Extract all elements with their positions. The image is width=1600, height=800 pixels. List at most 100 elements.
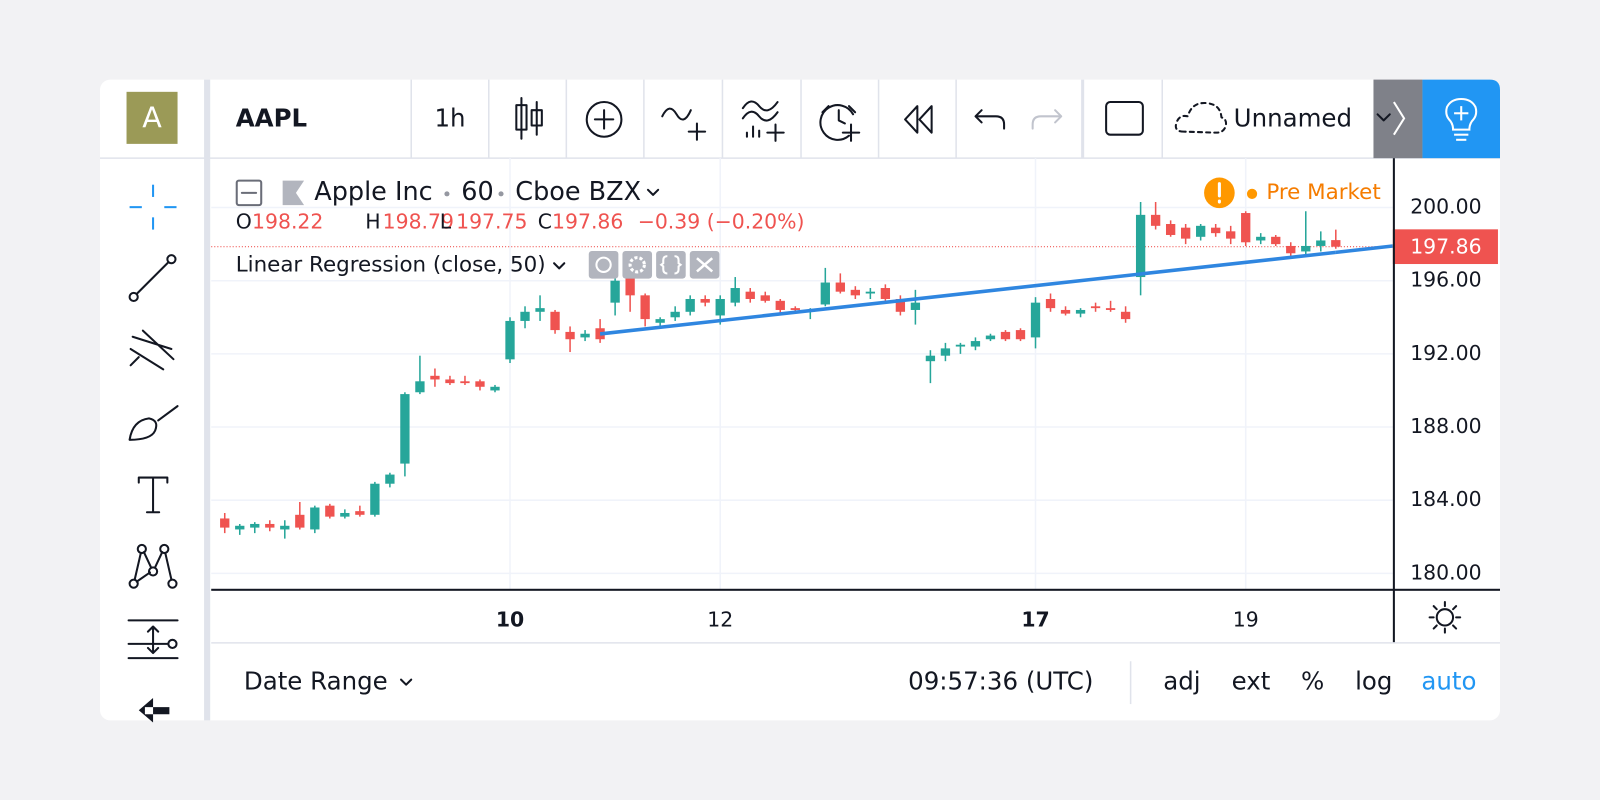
y-tick-label: 180.00 xyxy=(1410,560,1481,584)
interval: 60 xyxy=(461,177,493,207)
y-tick-label: 192.00 xyxy=(1410,341,1481,365)
scale-option[interactable]: log xyxy=(1355,667,1392,696)
candle-body xyxy=(835,282,845,292)
clock[interactable]: 09:57:36 (UTC) xyxy=(908,667,1093,696)
last-price-box xyxy=(1392,229,1498,265)
date-range-button[interactable]: Date Range xyxy=(244,667,413,696)
pitchfork-tool[interactable] xyxy=(129,329,175,371)
axis-settings-button[interactable] xyxy=(1428,601,1462,634)
candle-body xyxy=(220,518,230,528)
date-range-label: Date Range xyxy=(244,667,388,696)
logo-box xyxy=(126,91,178,144)
candle-body xyxy=(1301,245,1311,252)
interval-button[interactable]: 1h xyxy=(434,103,465,132)
flag-icon xyxy=(282,180,305,206)
collapse-tool[interactable] xyxy=(138,697,170,723)
y-tick-label: 188.00 xyxy=(1410,414,1481,438)
arrow-icon xyxy=(1393,101,1406,136)
compare-button[interactable] xyxy=(585,101,623,138)
price-axis-border xyxy=(1392,158,1395,643)
session-label: Pre Market xyxy=(1266,180,1380,205)
indicator-legend: Linear Regression (close, 50) xyxy=(236,251,720,279)
candle-body xyxy=(1331,240,1341,247)
templates-button[interactable] xyxy=(741,100,785,142)
chevron-icon xyxy=(1376,113,1391,122)
candle-body xyxy=(580,333,590,338)
text-tool[interactable] xyxy=(137,476,169,514)
alert-button[interactable] xyxy=(819,104,861,142)
candle-body xyxy=(1060,309,1071,314)
logo-letter: A xyxy=(142,100,162,134)
candle-body xyxy=(895,298,906,312)
ohlc-label: H xyxy=(365,209,380,233)
chevron-icon xyxy=(646,188,660,196)
more-button[interactable] xyxy=(1373,79,1423,159)
candle-body xyxy=(880,288,891,299)
candle-body xyxy=(295,514,305,528)
scale-option[interactable]: % xyxy=(1301,667,1324,696)
candle-body xyxy=(445,379,455,384)
indicators-button[interactable] xyxy=(661,107,707,141)
x-tick-label: 17 xyxy=(1021,607,1049,631)
candle-body xyxy=(745,291,755,299)
series-legend: Apple Inc 60 Cboe BZX xyxy=(235,177,660,207)
candle-body xyxy=(1045,298,1056,309)
left-toolbar-border xyxy=(204,79,211,721)
candle-body xyxy=(1211,227,1221,234)
cross-tool[interactable] xyxy=(129,184,177,230)
cloud-icon xyxy=(1174,102,1228,134)
candle-body xyxy=(1226,231,1236,239)
arrow-icon xyxy=(138,697,170,723)
candle-body xyxy=(310,507,320,530)
candle-body xyxy=(715,298,725,316)
candle-body xyxy=(1105,308,1116,310)
session-status[interactable]: Pre Market xyxy=(1204,177,1381,209)
candle-body xyxy=(940,348,951,356)
dot-separator xyxy=(498,191,504,197)
candle-body xyxy=(370,483,380,515)
scale-option[interactable]: ext xyxy=(1232,667,1271,696)
undo-button[interactable] xyxy=(974,109,1006,130)
settings-button[interactable] xyxy=(622,251,653,279)
symbol-button[interactable]: AAPL xyxy=(236,103,307,132)
exchange: Cboe BZX xyxy=(515,177,641,207)
ideas-button[interactable] xyxy=(1422,79,1500,159)
hide-button[interactable] xyxy=(588,251,619,279)
pattern-tool[interactable] xyxy=(128,543,178,589)
chart-pane: 180.00 184.00 188.00 192.00 196.00 200.00 10 12… xyxy=(211,158,1498,631)
x-tick-label: 12 xyxy=(707,607,733,631)
redo-button[interactable] xyxy=(1031,109,1063,130)
candle-body xyxy=(1271,236,1281,245)
layout-button[interactable]: Unnamed xyxy=(1174,102,1352,134)
scale-option[interactable]: adj xyxy=(1163,667,1200,696)
scale-options: adj ext% log auto xyxy=(1163,667,1476,696)
candle-body xyxy=(850,289,860,296)
collapse-legend-button[interactable] xyxy=(235,179,263,207)
x-tick-label: 19 xyxy=(1233,607,1259,631)
scale-option[interactable]: auto xyxy=(1421,667,1476,696)
candle-body xyxy=(1000,331,1011,340)
chart-type-button[interactable] xyxy=(515,96,543,140)
y-tick-label: 184.00 xyxy=(1410,487,1481,511)
y-tick-label: 200.00 xyxy=(1410,195,1481,219)
fullscreen-button[interactable] xyxy=(1105,101,1144,136)
indicator-name[interactable]: Linear Regression (close, 50) xyxy=(236,252,546,277)
measure-tool[interactable] xyxy=(127,619,179,660)
candle-body xyxy=(235,525,245,530)
logo-button[interactable]: A xyxy=(126,91,178,144)
trend-line-tool[interactable] xyxy=(128,254,177,303)
candle-body xyxy=(265,523,275,528)
candle-body xyxy=(970,341,981,347)
brush-tool[interactable] xyxy=(128,405,179,441)
candle-body xyxy=(1120,311,1131,320)
candle-body xyxy=(280,525,290,530)
candle-body xyxy=(1165,224,1176,235)
ohlc-label: C xyxy=(538,209,552,233)
replay-button[interactable] xyxy=(904,105,933,134)
candle-body xyxy=(760,295,770,301)
regression-extension xyxy=(1335,244,1393,255)
candle-body xyxy=(1256,236,1266,241)
candle-body xyxy=(730,288,740,303)
